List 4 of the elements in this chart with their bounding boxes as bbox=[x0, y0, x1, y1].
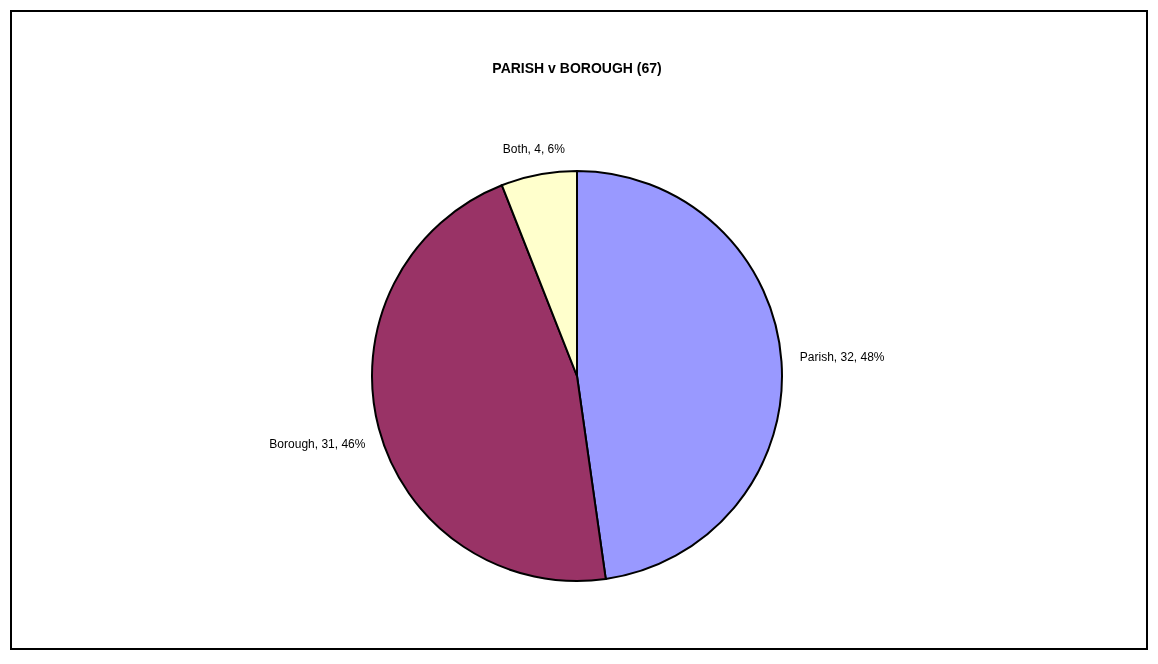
slice-label: Both, 4, 6% bbox=[502, 141, 566, 156]
slice-label: Borough, 31, 46% bbox=[269, 437, 366, 452]
chart-title: PARISH v BOROUGH (67) bbox=[492, 60, 662, 76]
slice-label: Parish, 32, 48% bbox=[799, 350, 885, 365]
